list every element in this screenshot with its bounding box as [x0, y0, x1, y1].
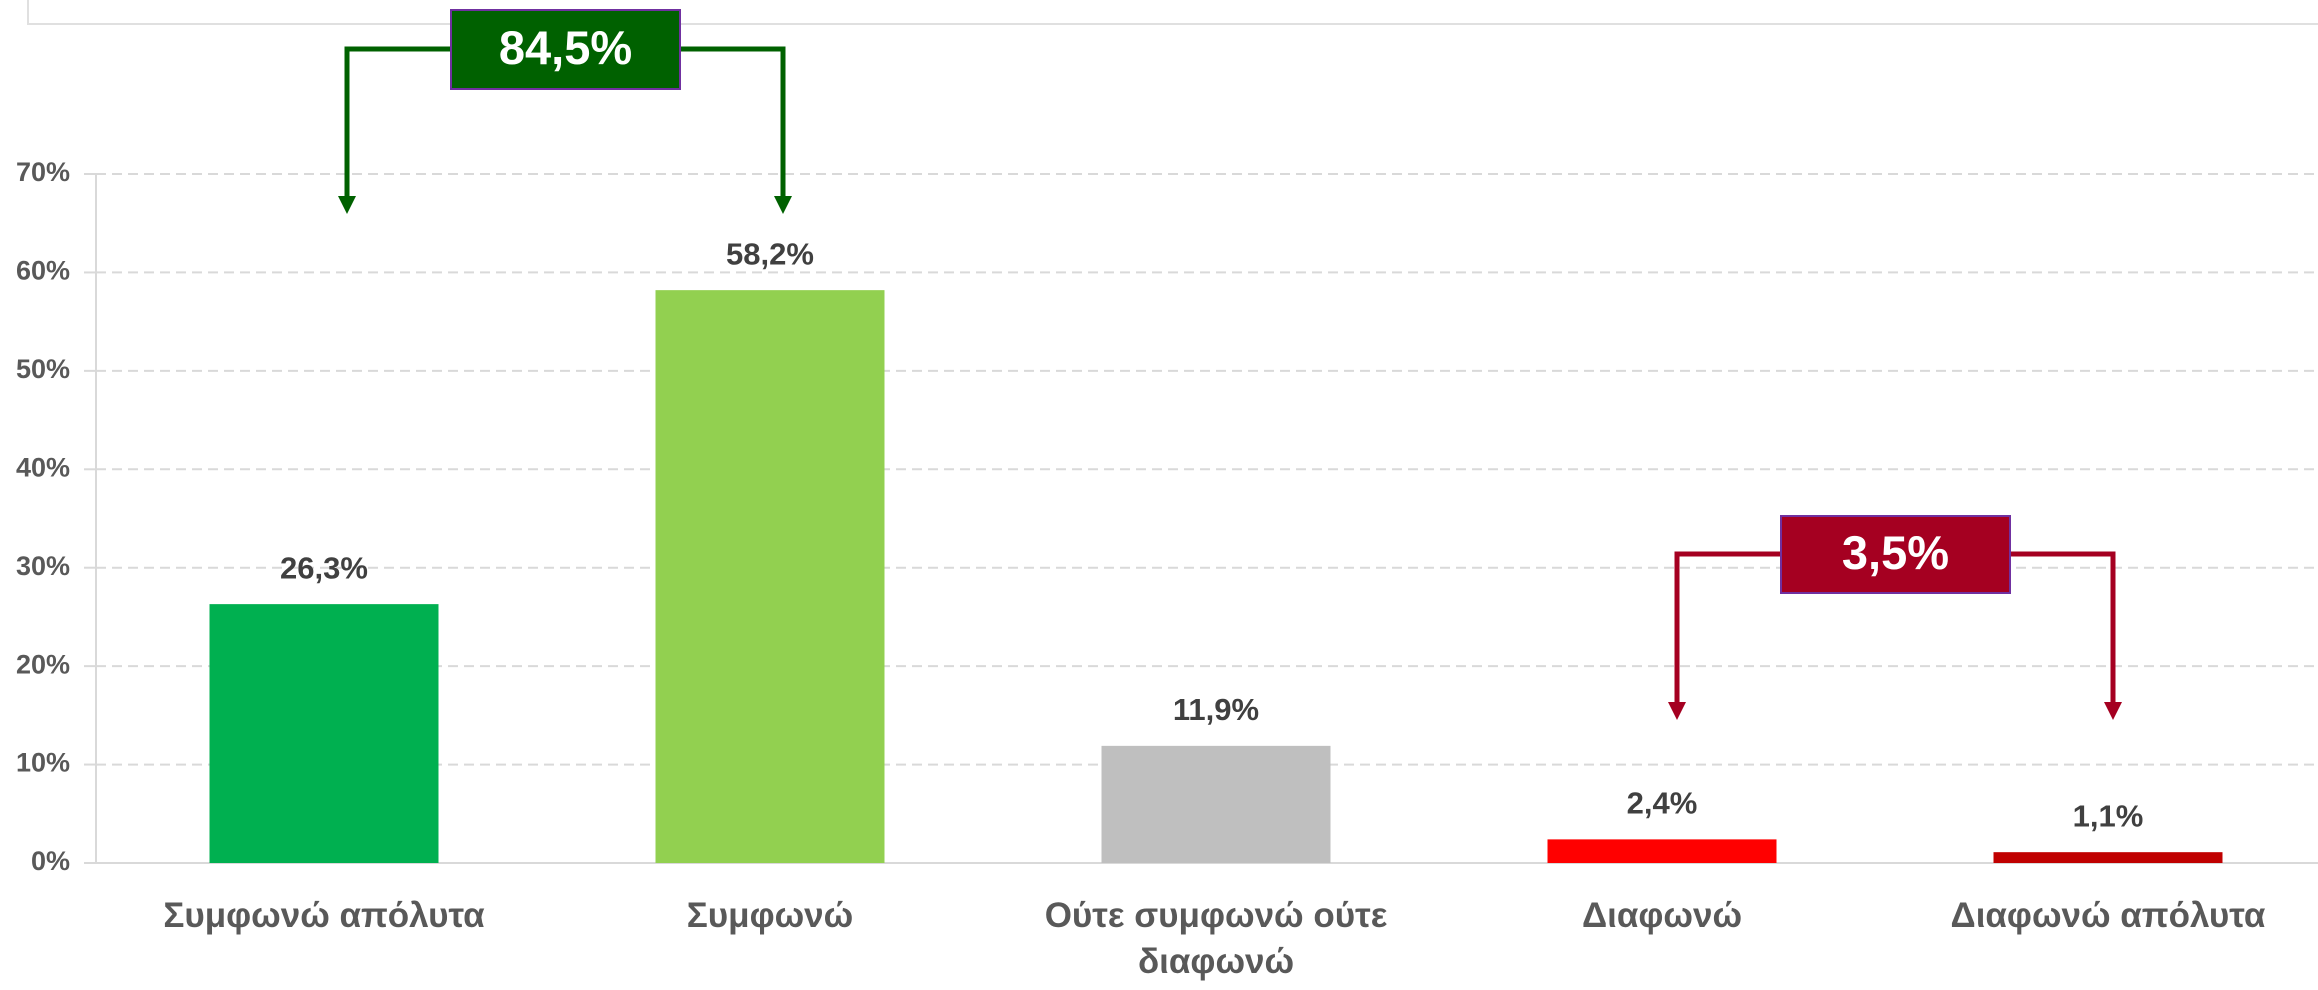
annotation-text: 84,5%	[499, 21, 632, 74]
value-label: 2,4%	[1627, 786, 1698, 821]
value-label: 1,1%	[2073, 798, 2144, 833]
y-tick-label: 40%	[16, 452, 70, 482]
annotation-box	[450, 9, 681, 90]
x-tick-label: Διαφωνώ	[1581, 896, 1743, 935]
value-label: 11,9%	[1173, 692, 1259, 727]
bar	[1993, 852, 2223, 863]
value-label: 58,2%	[726, 236, 814, 271]
x-tick-label: Διαφωνώ απόλυτα	[1950, 896, 2266, 935]
y-tick-label: 0%	[31, 846, 70, 876]
annotation-box	[1780, 515, 2011, 594]
bar	[655, 290, 885, 863]
top-frame	[27, 0, 2318, 25]
x-tick-label: Συμφωνώ	[686, 896, 854, 935]
arrowhead	[774, 196, 792, 214]
x-tick-label: Συμφωνώ απόλυτα	[163, 896, 485, 935]
bar	[1547, 839, 1777, 863]
arrowhead	[1668, 702, 1686, 720]
value-label: 26,3%	[280, 550, 368, 585]
y-tick-label: 70%	[16, 157, 70, 187]
x-tick-label: Ούτε συμφωνώ ούτε διαφωνώ	[1044, 896, 1388, 981]
annotation-text: 3,5%	[1842, 526, 1949, 579]
bar	[209, 604, 439, 863]
y-tick-label: 20%	[16, 649, 70, 679]
y-tick-label: 30%	[16, 551, 70, 581]
y-tick-label: 60%	[16, 256, 70, 286]
y-tick-label: 10%	[16, 748, 70, 778]
arrowhead	[338, 196, 356, 214]
arrowhead	[2104, 702, 2122, 720]
y-tick-label: 50%	[16, 354, 70, 384]
bar	[1101, 745, 1331, 863]
